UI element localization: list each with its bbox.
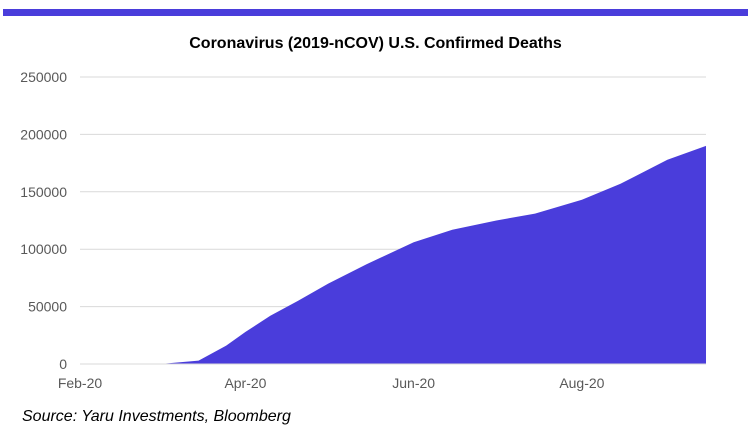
top-accent-bar [3, 9, 748, 16]
plot-area [80, 145, 706, 365]
source-note: Source: Yaru Investments, Bloomberg [22, 408, 291, 425]
y-tick-label: 200000 [20, 126, 67, 142]
y-axis-labels: 0 50000 100000 150000 200000 250000 [20, 69, 67, 372]
y-tick-label: 0 [59, 356, 67, 372]
area-chart: 0 50000 100000 150000 200000 250000 Feb-20 Apr… [20, 69, 706, 391]
area-series [80, 145, 706, 364]
x-axis-labels: Feb-20 Apr-20 Jun-20 Aug-20 [58, 375, 605, 391]
y-tick-label: 150000 [20, 184, 67, 200]
y-tick-label: 50000 [28, 299, 67, 315]
x-tick-label: Aug-20 [559, 375, 604, 391]
x-tick-label: Jun-20 [392, 375, 435, 391]
x-tick-label: Apr-20 [224, 375, 266, 391]
chart-title: Coronavirus (2019-nCOV) U.S. Confirmed D… [189, 35, 562, 52]
y-tick-label: 250000 [20, 69, 67, 85]
x-tick-label: Feb-20 [58, 375, 103, 391]
y-tick-label: 100000 [20, 241, 67, 257]
